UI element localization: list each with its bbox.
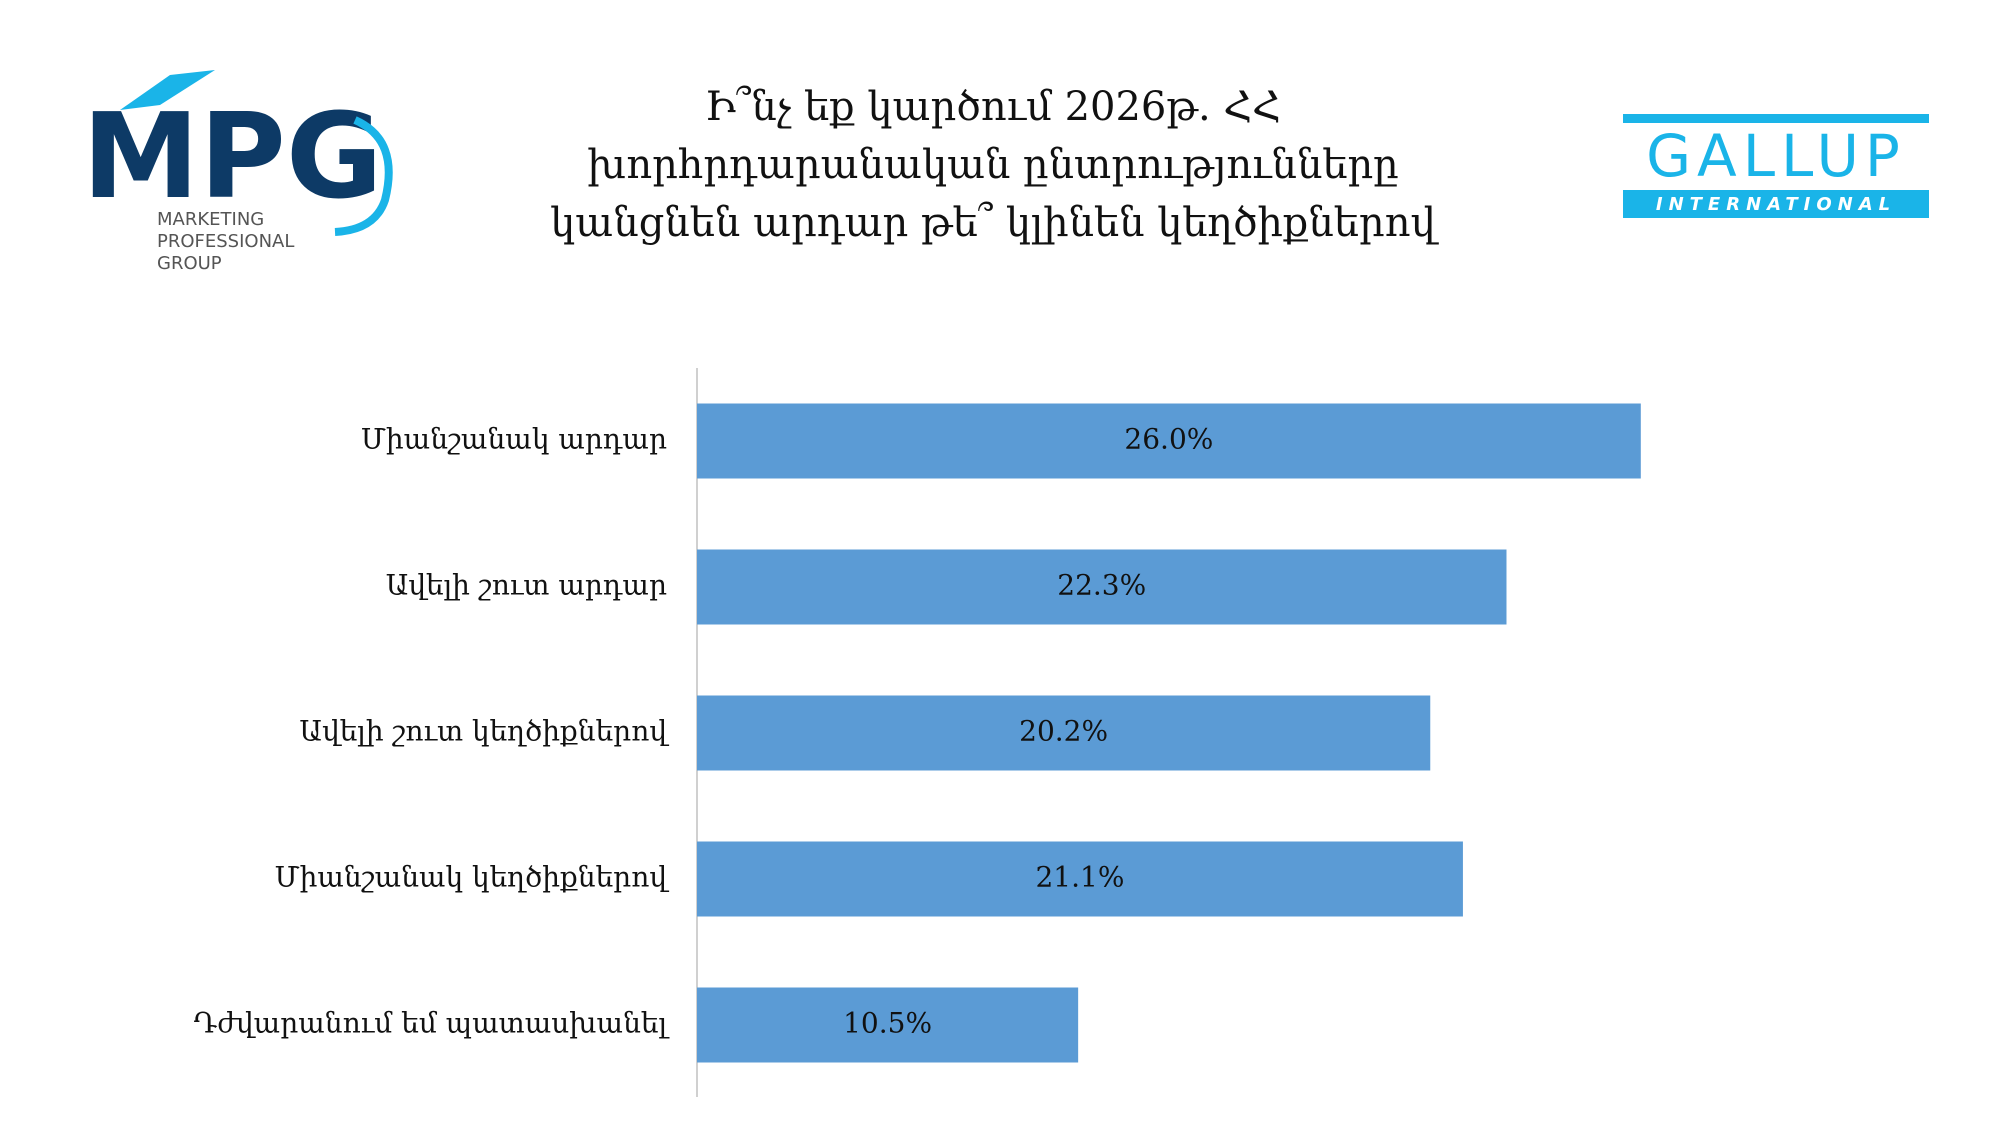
logo-sub: INTERNATIONAL	[1656, 194, 1896, 215]
bar	[697, 695, 1431, 771]
logo-bar	[1623, 114, 1929, 123]
logo-name: GALLUP	[1646, 122, 1906, 190]
value-label: 21.1%	[1035, 861, 1124, 894]
category-label: Միանշանակ կեղծիքներով	[274, 861, 669, 894]
chart-title: Ի՞նչ եք կարծում 2026թ. ՀՀ խորհրդարանական…	[550, 84, 1436, 246]
logo-line: PROFESSIONAL	[157, 231, 294, 252]
logo-check	[120, 70, 215, 110]
mpg-logo: MPG MARKETING PROFESSIONAL GROUP	[82, 70, 393, 274]
logo-headset	[334, 116, 393, 236]
category-label: Դժվարանում եմ պատասխանել	[194, 1007, 670, 1040]
bar	[697, 841, 1463, 917]
value-label: 26.0%	[1124, 423, 1213, 456]
bar	[697, 987, 1079, 1063]
logo-band	[1623, 190, 1929, 218]
logo-line: MARKETING	[157, 209, 264, 230]
category-label: Ավելի շուտ արդար	[386, 569, 667, 602]
category-label: Միանշանակ արդար	[361, 423, 667, 456]
bar	[697, 549, 1507, 625]
category-label: Ավելի շուտ կեղծիքներով	[299, 715, 669, 748]
bar	[697, 403, 1641, 479]
logo-line: GROUP	[157, 253, 222, 274]
logo-mark: MPG	[82, 87, 383, 225]
value-label: 10.5%	[843, 1007, 932, 1040]
gallup-logo: GALLUP INTERNATIONAL	[1623, 114, 1929, 218]
value-label: 20.2%	[1019, 715, 1108, 748]
value-label: 22.3%	[1057, 569, 1146, 602]
